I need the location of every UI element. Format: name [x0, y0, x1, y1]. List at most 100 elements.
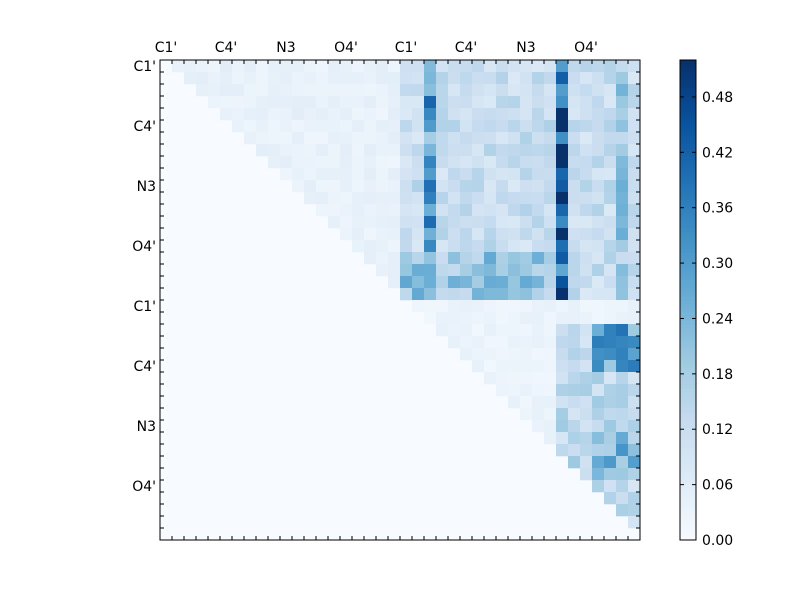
heatmap-cell: [364, 192, 377, 205]
colorbar-gradient-step: [680, 172, 696, 177]
heatmap-cell: [280, 156, 293, 169]
heatmap-cell: [472, 216, 485, 229]
heatmap-cell: [628, 408, 641, 421]
colorbar-gradient-step: [680, 296, 696, 301]
colorbar-gradient-step: [680, 76, 696, 81]
heatmap-cell: [544, 432, 557, 445]
heatmap-cell: [568, 312, 581, 325]
heatmap-cell: [520, 312, 533, 325]
heatmap-cell: [604, 192, 617, 205]
heatmap-cell: [232, 60, 245, 73]
colorbar-gradient-step: [680, 264, 696, 269]
heatmap-cell: [460, 324, 473, 337]
heatmap-cell: [580, 408, 593, 421]
heatmap-cell: [412, 240, 425, 253]
heatmap-cell: [580, 312, 593, 325]
colorbar-gradient-step: [680, 292, 696, 297]
colorbar-gradient-step: [680, 268, 696, 273]
heatmap-cell: [304, 144, 317, 157]
heatmap-cell: [580, 396, 593, 409]
heatmap-cell: [328, 144, 341, 157]
heatmap-cell: [544, 84, 557, 97]
heatmap-cell: [628, 132, 641, 145]
heatmap-cell: [304, 84, 317, 97]
heatmap-cell: [436, 144, 449, 157]
heatmap-cell: [256, 144, 269, 157]
colorbar-gradient-step: [680, 520, 696, 525]
heatmap-cell: [256, 108, 269, 121]
heatmap-cell: [532, 324, 545, 337]
heatmap-cell: [340, 108, 353, 121]
colorbar-gradient-step: [680, 532, 696, 537]
heatmap-cell: [628, 312, 641, 325]
heatmap-cell: [532, 360, 545, 373]
heatmap-cell: [544, 312, 557, 325]
colorbar-gradient-step: [680, 128, 696, 133]
heatmap-cell: [580, 276, 593, 289]
heatmap-cell: [304, 108, 317, 121]
heatmap-cell: [436, 192, 449, 205]
colorbar-gradient-step: [680, 156, 696, 161]
heatmap-cell: [496, 264, 509, 277]
heatmap-cell: [400, 288, 413, 301]
colorbar-gradient-step: [680, 240, 696, 245]
x-tick-label: C4': [215, 40, 238, 56]
heatmap-cell: [532, 72, 545, 85]
heatmap-cell: [484, 144, 497, 157]
heatmap-cell: [400, 156, 413, 169]
heatmap-cell: [544, 120, 557, 133]
heatmap-cell: [400, 240, 413, 253]
heatmap-cell: [196, 60, 209, 73]
heatmap-cell: [556, 300, 569, 313]
heatmap-cell: [376, 168, 389, 181]
heatmap-cell: [316, 60, 329, 73]
heatmap-cell: [352, 192, 365, 205]
heatmap-cell: [448, 276, 461, 289]
heatmap-cell: [484, 156, 497, 169]
heatmap-cell: [328, 180, 341, 193]
heatmap-cell: [556, 348, 569, 361]
heatmap-cell: [484, 372, 497, 385]
heatmap-cell: [616, 144, 629, 157]
heatmap-cell: [424, 120, 437, 133]
heatmap-cell: [592, 108, 605, 121]
colorbar-gradient-step: [680, 108, 696, 113]
heatmap-cell: [376, 156, 389, 169]
heatmap-cell: [520, 384, 533, 397]
heatmap-cell: [232, 108, 245, 121]
heatmap-cell: [460, 84, 473, 97]
heatmap-cell: [568, 84, 581, 97]
heatmap-cell: [496, 84, 509, 97]
heatmap-cell: [316, 168, 329, 181]
heatmap-cell: [388, 132, 401, 145]
heatmap-cell: [568, 396, 581, 409]
heatmap-cell: [604, 372, 617, 385]
colorbar-gradient-step: [680, 244, 696, 249]
heatmap-cell: [448, 156, 461, 169]
heatmap-cell: [580, 372, 593, 385]
heatmap-cell: [352, 204, 365, 217]
colorbar-gradient-step: [680, 464, 696, 469]
heatmap-cell: [292, 180, 305, 193]
heatmap-cell: [628, 504, 641, 517]
heatmap-cell: [628, 288, 641, 301]
heatmap-cell: [592, 168, 605, 181]
heatmap-cell: [628, 216, 641, 229]
heatmap-cell: [496, 192, 509, 205]
heatmap-cell: [496, 120, 509, 133]
heatmap-cell: [592, 120, 605, 133]
heatmap-cell: [328, 168, 341, 181]
heatmap-cell: [400, 60, 413, 73]
heatmap-cell: [592, 288, 605, 301]
heatmap-cell: [436, 228, 449, 241]
heatmap-cell: [328, 72, 341, 85]
heatmap-cell: [496, 384, 509, 397]
colorbar-gradient-step: [680, 92, 696, 97]
heatmap-cell: [628, 420, 641, 433]
heatmap-cell: [400, 228, 413, 241]
heatmap-cell: [364, 216, 377, 229]
heatmap-cell: [544, 300, 557, 313]
heatmap-cell: [388, 144, 401, 157]
heatmap-cell: [580, 168, 593, 181]
